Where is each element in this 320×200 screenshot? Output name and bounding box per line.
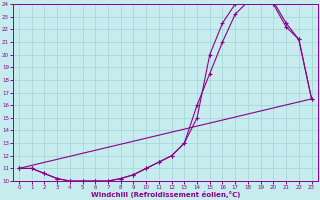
X-axis label: Windchill (Refroidissement éolien,°C): Windchill (Refroidissement éolien,°C) <box>91 191 240 198</box>
